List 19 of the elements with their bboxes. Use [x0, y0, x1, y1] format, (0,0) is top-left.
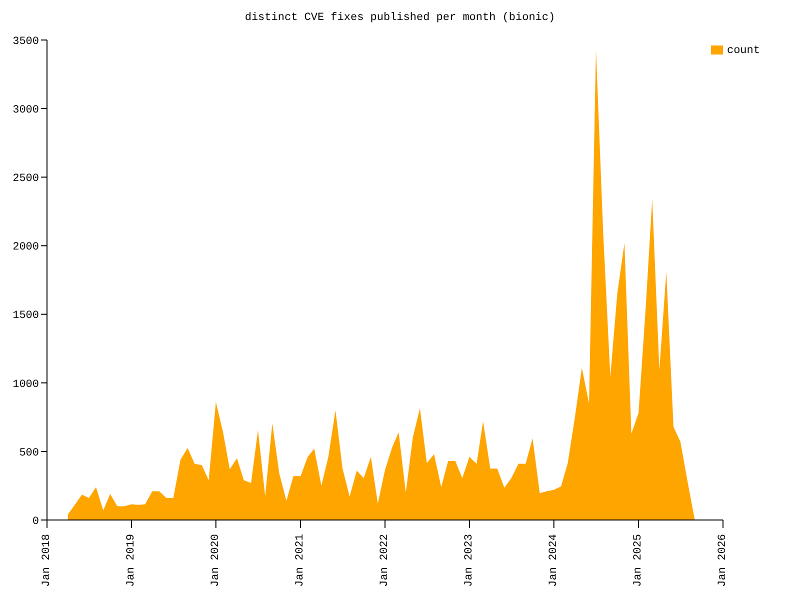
y-tick-label: 2000	[12, 242, 39, 254]
x-tick-label: Jan 2018	[41, 534, 53, 587]
x-tick-label: Jan 2021	[294, 534, 307, 587]
chart-title: distinct CVE fixes published per month (bionic)	[244, 12, 556, 24]
x-tick-label: Jan 2024	[548, 534, 560, 587]
x-tick-label: Jan 2022	[378, 534, 391, 587]
x-tick-label: Jan 2025	[632, 534, 645, 587]
y-tick-label: 2500	[12, 173, 39, 186]
y-tick-label: 1000	[12, 378, 39, 391]
x-tick-label: Jan 2019	[125, 534, 138, 587]
x-tick-label: Jan 2023	[463, 534, 476, 587]
y-tick-label: 0	[32, 516, 39, 528]
y-tick-label: 500	[19, 447, 39, 460]
x-tick-label: Jan 2020	[210, 534, 222, 587]
y-tick-label: 3500	[12, 36, 39, 48]
y-tick-label: 1500	[12, 310, 39, 322]
x-tick-label: Jan 2026	[716, 534, 729, 587]
legend-label: count	[726, 44, 760, 57]
y-tick-label: 3000	[12, 104, 39, 116]
